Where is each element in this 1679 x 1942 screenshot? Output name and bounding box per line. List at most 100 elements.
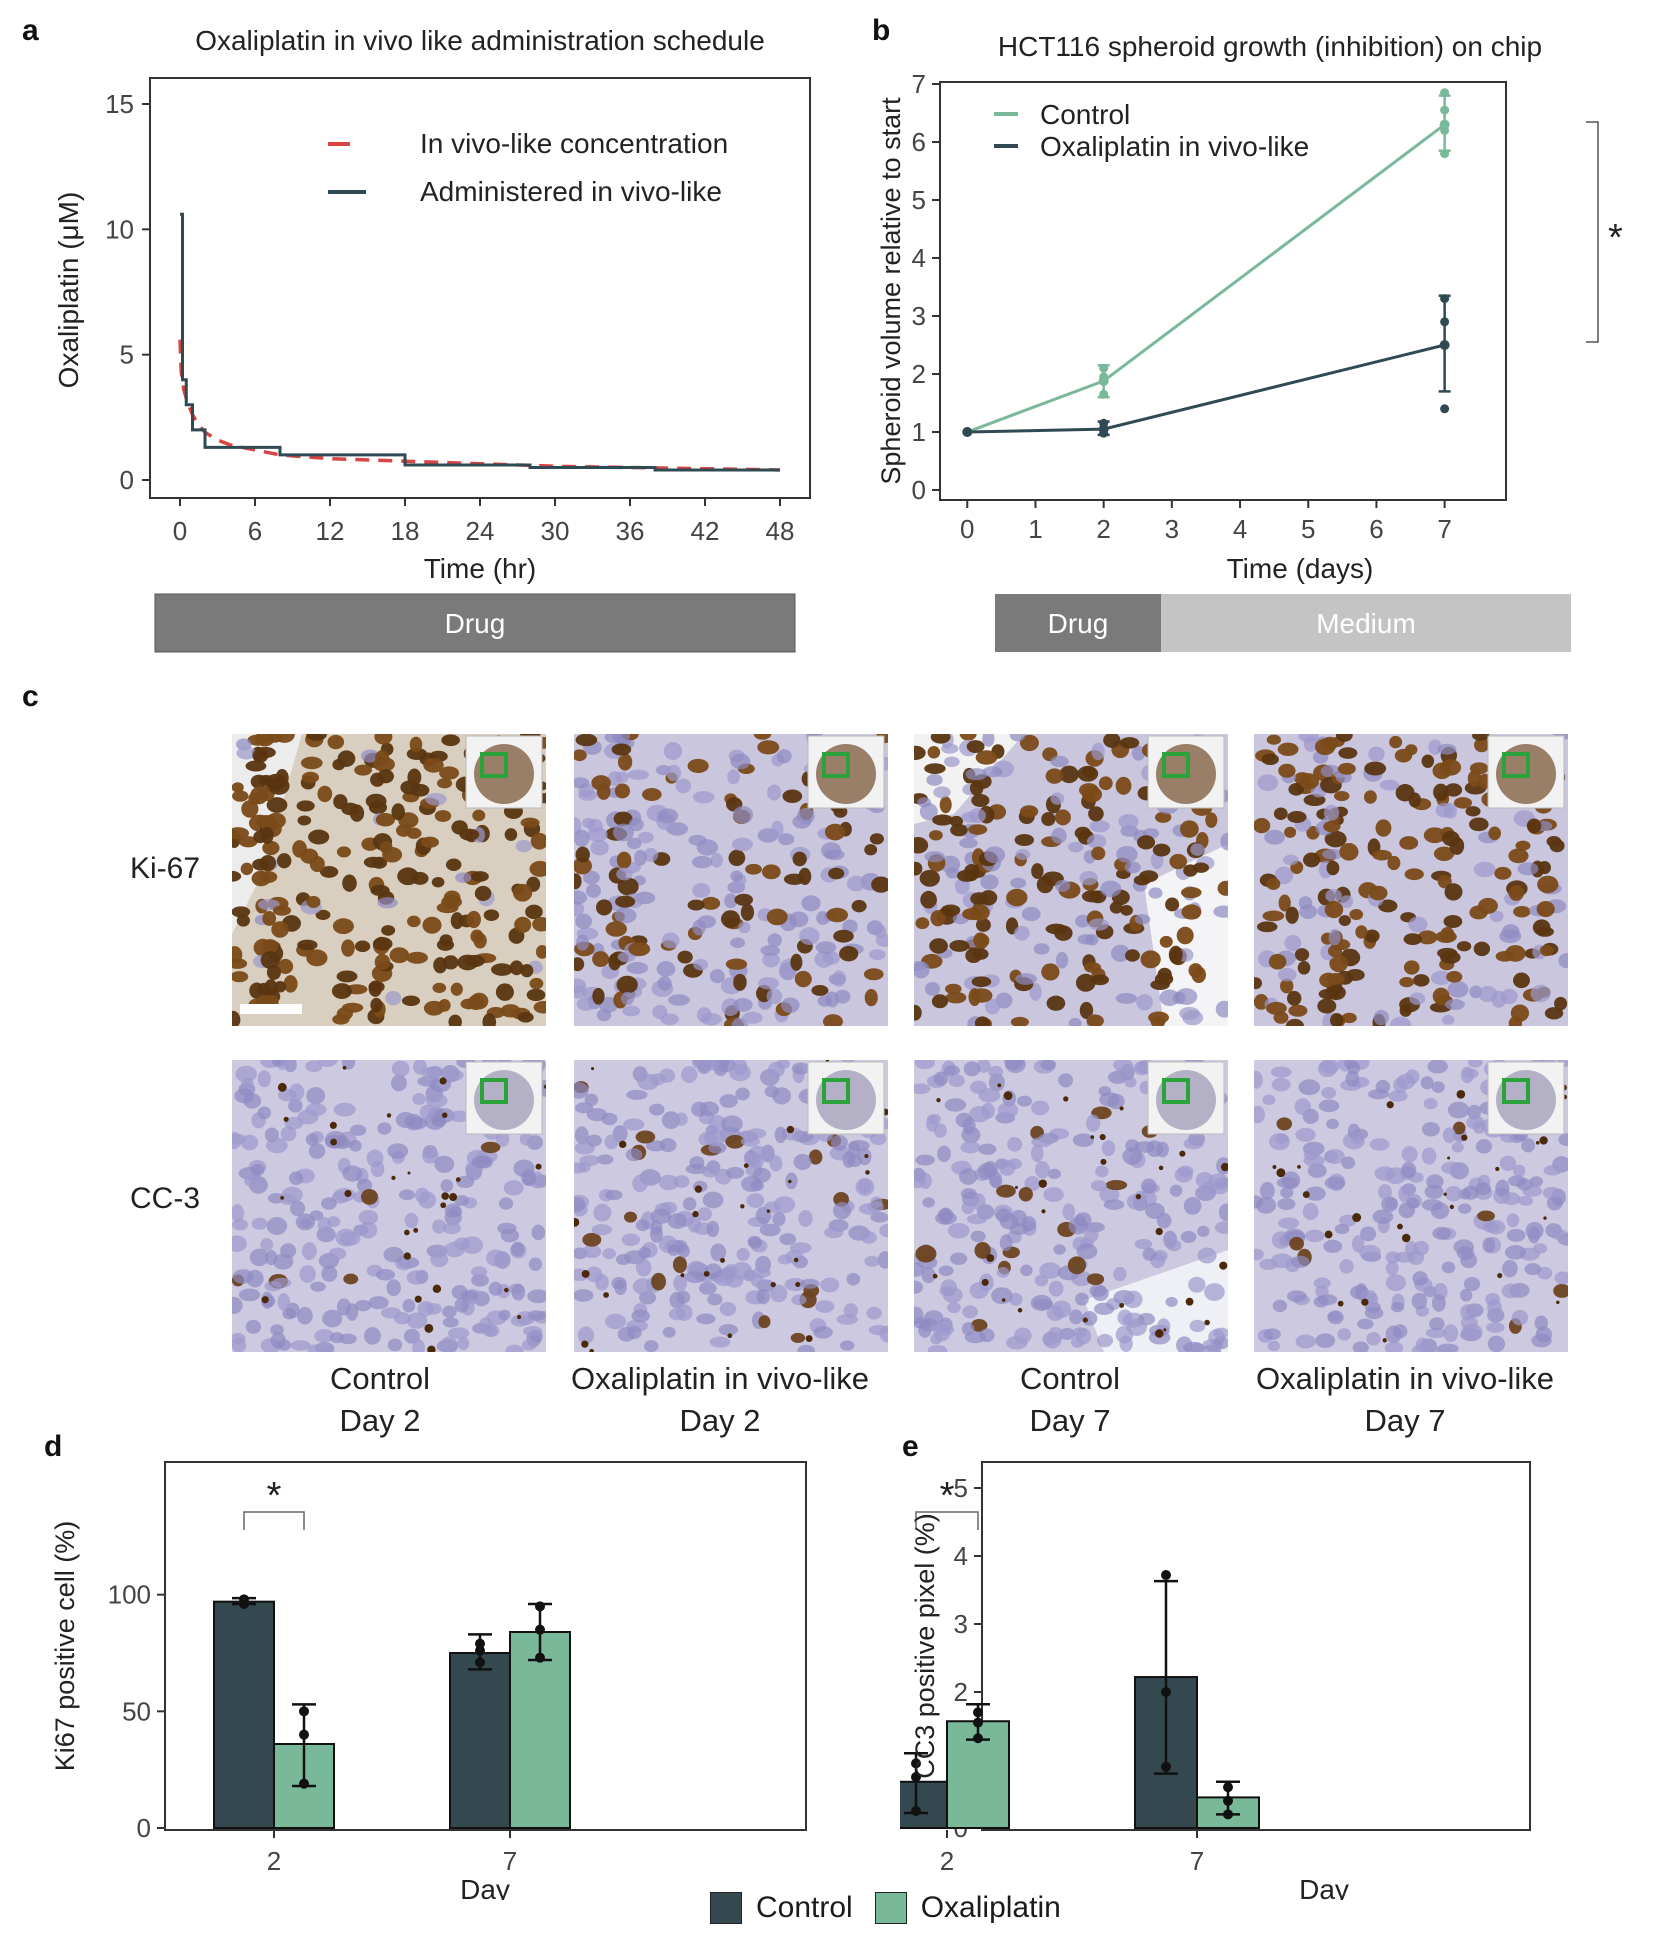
cell-nucleus xyxy=(864,844,878,856)
cell-nucleus xyxy=(270,1324,284,1336)
cell-nucleus xyxy=(1176,926,1194,945)
cc3-stain-spot xyxy=(1449,1204,1454,1210)
column-label-line2: Day 2 xyxy=(339,1403,421,1438)
cell-nucleus xyxy=(277,958,294,974)
cell-nucleus xyxy=(1495,1179,1510,1198)
cell-nucleus xyxy=(761,864,781,880)
cell-nucleus xyxy=(282,1307,296,1320)
cell-nucleus xyxy=(1324,1176,1346,1190)
cell-nucleus xyxy=(1341,1156,1356,1170)
cell-nucleus xyxy=(634,849,647,866)
cell-nucleus xyxy=(1120,904,1133,916)
cell-nucleus xyxy=(592,951,610,968)
cell-nucleus xyxy=(1041,812,1056,827)
cc3-stain-spot xyxy=(1204,1319,1210,1326)
cell-nucleus xyxy=(697,915,716,929)
cell-nucleus xyxy=(939,796,952,814)
cell-nucleus xyxy=(596,783,611,800)
cell-nucleus xyxy=(631,1309,650,1323)
cell-nucleus xyxy=(1494,866,1512,880)
cell-nucleus xyxy=(309,856,325,873)
cell-nucleus xyxy=(1254,1105,1265,1124)
x-tick-label: 7 xyxy=(1437,514,1451,544)
cell-nucleus xyxy=(365,793,387,809)
cell-nucleus xyxy=(1079,871,1098,886)
cell-nucleus xyxy=(232,1133,247,1145)
cc3-stain-spot xyxy=(1082,1317,1088,1323)
cell-nucleus xyxy=(1347,1061,1361,1075)
cell-nucleus xyxy=(1337,762,1356,775)
cell-nucleus xyxy=(315,909,331,921)
cell-nucleus xyxy=(1412,1271,1428,1286)
cell-nucleus xyxy=(468,994,484,1011)
cell-nucleus xyxy=(767,784,782,801)
cell-nucleus xyxy=(730,753,751,770)
cell-nucleus xyxy=(1432,987,1450,1005)
cell-nucleus xyxy=(605,921,627,937)
cc3-stain-spot xyxy=(424,1324,434,1333)
cell-nucleus xyxy=(1274,866,1294,885)
cell-nucleus xyxy=(945,983,962,995)
cell-nucleus xyxy=(1213,1327,1228,1339)
cell-nucleus xyxy=(970,892,989,906)
cell-nucleus xyxy=(411,871,429,885)
cell-nucleus xyxy=(519,1132,533,1146)
cell-nucleus xyxy=(1014,833,1034,847)
x-tick-label: 2 xyxy=(940,1846,954,1876)
cell-nucleus xyxy=(1359,1244,1381,1261)
cell-nucleus xyxy=(1430,970,1452,985)
data-point xyxy=(1440,404,1450,414)
legend: Control Oxaliplatin in vivo-like xyxy=(994,99,1309,162)
cell-nucleus xyxy=(941,743,959,754)
cell-nucleus xyxy=(272,1253,294,1270)
cell-nucleus xyxy=(402,1299,416,1313)
cell-nucleus xyxy=(470,1266,488,1278)
x-axis-label: Day xyxy=(1299,1874,1349,1900)
cc3-stain-spot xyxy=(865,1170,870,1175)
cell-nucleus xyxy=(613,811,633,826)
legend-label-control: Control xyxy=(756,1891,853,1924)
cell-nucleus xyxy=(701,896,721,910)
cell-nucleus xyxy=(612,734,630,744)
cell-nucleus xyxy=(815,941,837,954)
cc3-stain-spot xyxy=(864,1153,869,1159)
cell-nucleus xyxy=(1421,1122,1440,1137)
cell-nucleus xyxy=(1334,1223,1350,1235)
cell-nucleus xyxy=(574,1197,586,1213)
cell-nucleus xyxy=(1033,943,1050,955)
cell-nucleus xyxy=(772,1211,786,1227)
y-tick-label: 10 xyxy=(105,214,134,244)
cell-nucleus xyxy=(284,1116,304,1130)
cell-nucleus xyxy=(972,1193,986,1212)
cc3-stain-spot xyxy=(1556,1300,1560,1305)
cc3-stain-spot xyxy=(1337,1300,1344,1307)
cell-nucleus xyxy=(1403,960,1420,975)
cell-nucleus xyxy=(1536,901,1555,918)
cell-nucleus xyxy=(300,756,323,770)
cell-nucleus xyxy=(659,1068,676,1083)
x-tick-label: 36 xyxy=(616,516,645,546)
cell-nucleus xyxy=(1018,1187,1033,1202)
cell-nucleus xyxy=(846,1272,861,1286)
cc3-stain-spot xyxy=(517,1314,522,1320)
cc3-stain-spot xyxy=(1497,1272,1503,1279)
cell-nucleus xyxy=(275,769,289,787)
cell-nucleus xyxy=(1265,1001,1287,1015)
data-point xyxy=(1440,105,1450,115)
micrograph-canvas xyxy=(1254,734,1568,1026)
cell-nucleus xyxy=(521,1339,537,1351)
cc3-stain-spot xyxy=(740,1204,745,1209)
cc3-stain-spot xyxy=(1119,1106,1124,1111)
cell-nucleus xyxy=(914,745,926,760)
y-axis-label: Ki67 positive cell (%) xyxy=(50,1521,80,1772)
cell-nucleus xyxy=(593,1203,612,1222)
cell-nucleus xyxy=(1467,1104,1482,1120)
cell-nucleus xyxy=(232,958,248,969)
cell-nucleus xyxy=(240,862,254,876)
cell-nucleus xyxy=(425,1093,448,1108)
cell-nucleus xyxy=(575,934,590,951)
cell-nucleus xyxy=(1110,944,1131,962)
cell-nucleus xyxy=(262,911,277,926)
cell-nucleus xyxy=(740,1136,761,1147)
cell-nucleus xyxy=(1140,950,1161,969)
